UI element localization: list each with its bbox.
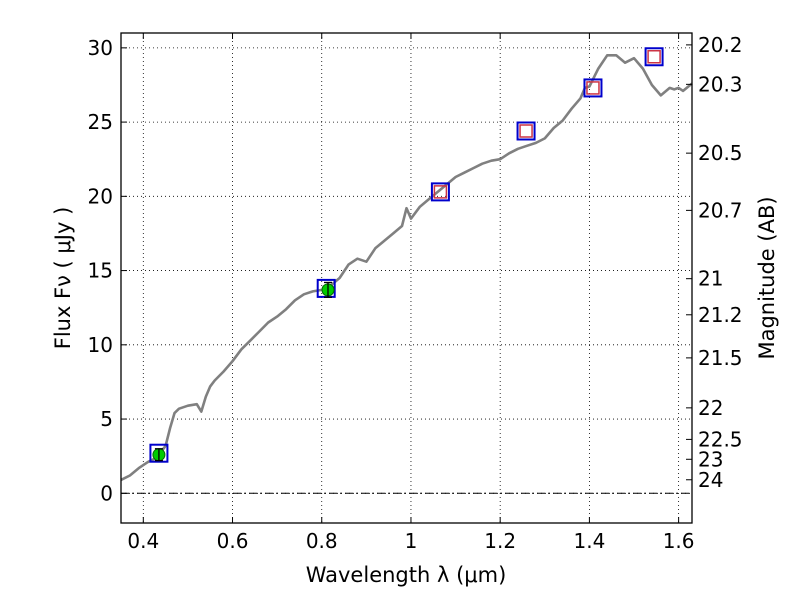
y-axis-label: Flux Fν ( μJy ): [51, 207, 75, 350]
right-tick-label: 22: [698, 396, 723, 420]
x-axis: 0.4 0.6 0.8 1 1.2 1.4 1.6: [127, 33, 695, 553]
y-axis: 0 5 10 15 20 25 30: [88, 36, 127, 505]
right-tick-label: 20.7: [698, 198, 743, 222]
y-tick-label: 20: [88, 184, 113, 208]
plot-frame: [120, 32, 693, 524]
model-boxes: [149, 47, 664, 463]
model-box: [149, 443, 169, 463]
model-box: [583, 78, 603, 98]
right-tick-label: 21.5: [698, 346, 743, 370]
y-tick-label: 25: [88, 110, 113, 134]
right-tick-label: 23: [698, 447, 723, 471]
x-tick-label: 1.4: [573, 529, 605, 553]
y-tick-label: 30: [88, 36, 113, 60]
right-tick-label: 20.5: [698, 141, 743, 165]
series-layer: [120, 53, 693, 482]
right-axis-label: Magnitude (AB): [755, 196, 779, 359]
x-tick-label: 1.6: [663, 529, 695, 553]
y-tick-label: 5: [100, 407, 113, 431]
model-box: [430, 182, 450, 202]
right-tick-label: 21.2: [698, 303, 743, 327]
model-box: [516, 121, 536, 141]
spectrum-line: [120, 53, 693, 482]
model-box-inner: [586, 81, 600, 95]
y-tick-label: 0: [100, 481, 113, 505]
model-box-inner: [519, 124, 533, 138]
photometry-points: [152, 281, 335, 462]
right-tick-label: 20.3: [698, 72, 743, 96]
model-box: [644, 47, 664, 67]
x-tick-label: 1: [405, 529, 418, 553]
y-tick-label: 10: [88, 333, 113, 357]
model-box-inner: [647, 50, 661, 64]
right-tick-label: 24: [698, 468, 723, 492]
model-box-inner: [433, 185, 448, 199]
x-axis-label: Wavelength λ (μm): [306, 563, 507, 587]
x-tick-label: 1.2: [484, 529, 516, 553]
plot-background: [121, 33, 692, 523]
grid: [121, 33, 692, 523]
x-tick-label: 0.8: [306, 529, 338, 553]
y-tick-label: 15: [88, 259, 113, 283]
right-tick-label: 20.2: [698, 33, 743, 57]
right-tick-label: 21: [698, 267, 723, 291]
x-tick-label: 0.4: [127, 529, 159, 553]
x-tick-label: 0.6: [217, 529, 249, 553]
right-tick-label: 22.5: [698, 427, 743, 451]
